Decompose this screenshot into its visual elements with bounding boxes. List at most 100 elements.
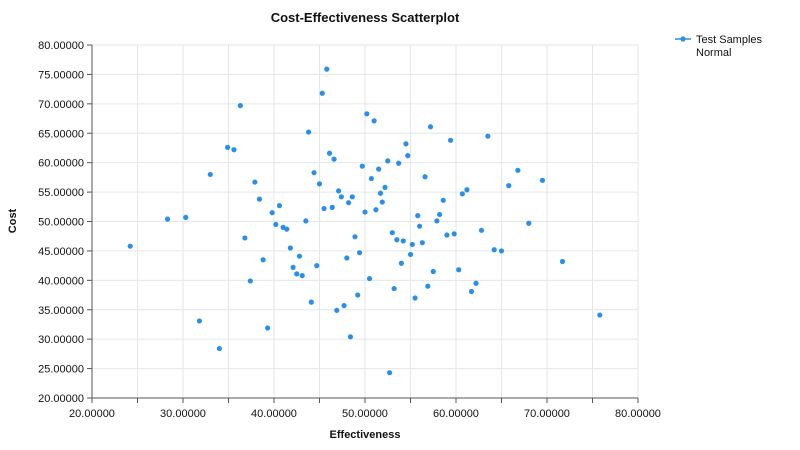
axes: [87, 44, 639, 403]
data-point: [371, 118, 377, 124]
x-tick-label: 80.00000: [615, 408, 661, 420]
data-point: [394, 237, 400, 243]
data-point: [308, 299, 314, 305]
x-tick-label: 50.00000: [342, 408, 388, 420]
data-point: [231, 147, 237, 153]
data-point: [409, 241, 415, 248]
data-point: [506, 183, 512, 189]
data-point: [273, 221, 279, 228]
x-tick-label: 20.00000: [69, 408, 115, 420]
y-tick-label: 35.00000: [38, 305, 84, 317]
data-point: [362, 209, 368, 215]
data-point: [305, 129, 312, 135]
y-tick-label: 70.00000: [38, 99, 84, 111]
data-point: [434, 218, 440, 224]
data-point: [366, 275, 373, 282]
x-tick-label: 30.00000: [160, 408, 206, 420]
legend-entry-line2: Normal: [696, 47, 731, 59]
data-point: [276, 203, 283, 209]
data-point: [242, 235, 248, 241]
data-point: [389, 230, 395, 236]
data-point: [415, 213, 421, 219]
legend-marker: [680, 36, 686, 42]
y-tick-label: 40.00000: [38, 275, 84, 287]
data-point: [382, 184, 388, 190]
data-point: [396, 160, 402, 166]
data-point: [419, 240, 425, 246]
data-point: [329, 204, 335, 210]
data-point: [334, 307, 340, 313]
y-tick-label: 30.00000: [38, 334, 84, 346]
legend-entry-line1: Test Samples: [696, 34, 763, 46]
data-point: [400, 238, 406, 244]
data-point: [347, 334, 354, 340]
data-point: [407, 251, 414, 258]
data-point: [515, 167, 521, 173]
data-point: [459, 191, 465, 197]
y-tick-label: 65.00000: [38, 128, 84, 140]
data-point: [314, 263, 320, 269]
y-tick-label: 45.00000: [38, 246, 84, 258]
data-point: [398, 260, 404, 266]
data-point: [403, 141, 409, 147]
data-point: [296, 253, 303, 259]
data-point: [260, 257, 266, 263]
data-point: [447, 137, 454, 143]
data-point: [265, 325, 271, 331]
data-point: [379, 199, 385, 205]
y-tick-label: 75.00000: [38, 69, 84, 81]
y-tick-label: 50.00000: [38, 217, 84, 229]
data-point: [338, 194, 344, 200]
data-point: [364, 111, 370, 117]
x-tick-label: 60.00000: [433, 408, 479, 420]
data-point: [385, 158, 391, 164]
data-point: [376, 166, 382, 172]
data-point: [269, 210, 275, 216]
chart-title: Cost-Effectiveness Scatterplot: [271, 10, 460, 25]
data-point: [196, 318, 202, 324]
y-tick-label: 20.00000: [38, 393, 84, 405]
data-point: [412, 295, 418, 301]
data-point: [127, 243, 133, 249]
data-point: [485, 133, 491, 139]
data-point: [311, 170, 317, 176]
data-point: [405, 153, 411, 159]
x-tick-label: 40.00000: [251, 408, 297, 420]
data-point: [355, 292, 361, 298]
data-point: [539, 177, 546, 183]
grid: [91, 44, 639, 399]
data-point: [303, 218, 309, 224]
data-point: [183, 214, 189, 220]
data-point: [468, 288, 475, 295]
data-point: [356, 250, 363, 256]
data-point: [377, 190, 384, 196]
legend: Test Samples Normal: [675, 34, 763, 59]
data-points: [127, 66, 603, 376]
data-point: [326, 150, 333, 156]
data-point: [456, 267, 462, 273]
y-tick-label: 80.00000: [38, 40, 84, 52]
data-point: [316, 181, 323, 187]
data-point: [478, 227, 485, 233]
data-point: [331, 156, 337, 162]
data-point: [391, 285, 397, 292]
data-point: [417, 223, 423, 229]
data-point: [422, 174, 428, 180]
data-point: [359, 163, 365, 169]
data-point: [440, 197, 446, 203]
data-point: [352, 234, 358, 240]
data-point: [319, 90, 325, 96]
data-point: [464, 187, 470, 193]
data-point: [498, 248, 505, 254]
data-point: [252, 179, 258, 185]
y-tick-label: 55.00000: [38, 187, 84, 199]
data-point: [451, 231, 457, 237]
data-point: [247, 278, 253, 284]
tick-labels: 20.00000 25.00000 30.00000 35.00000 40.00000…: [38, 40, 661, 420]
data-point: [386, 370, 393, 376]
data-point: [559, 258, 566, 265]
data-point: [473, 280, 479, 286]
data-point: [597, 312, 603, 318]
data-point: [344, 255, 350, 261]
